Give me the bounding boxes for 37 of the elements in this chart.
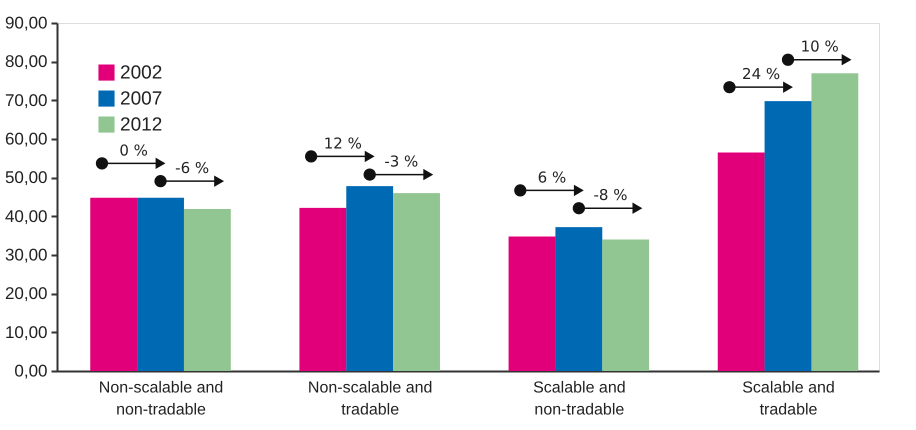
y-tick-label: 20,00 — [4, 284, 48, 304]
bar — [718, 152, 765, 371]
annotation: -8 % — [593, 186, 628, 204]
bar — [299, 208, 346, 371]
y-tick-label: 80,00 — [4, 52, 48, 72]
annotation: 24 % — [742, 65, 780, 84]
y-tick-label: 90,00 — [4, 14, 48, 32]
bar — [393, 193, 440, 371]
annotation: -3 % — [384, 152, 418, 171]
y-tick-label: 60,00 — [4, 130, 48, 148]
y-tick-label: 40,00 — [4, 206, 48, 226]
y-tick-label: 50,00 — [4, 168, 48, 188]
bar — [137, 198, 184, 371]
y-tick-label: 10,00 — [4, 322, 48, 342]
y-tick-label: 30,00 — [4, 246, 48, 264]
bar — [508, 236, 556, 371]
bar — [811, 73, 858, 371]
bar — [346, 186, 394, 371]
bar — [555, 227, 602, 371]
legend-label: 2012 — [120, 114, 162, 136]
y-tick-label: 0,00 — [14, 362, 48, 380]
legend-label: 2007 — [120, 88, 162, 110]
y-tick-label: 70,00 — [4, 90, 48, 110]
x-tick-label: Scalable and non-tradable — [533, 380, 626, 418]
annotation: 6 % — [538, 168, 566, 186]
annotation: 12 % — [324, 134, 362, 152]
bar — [764, 101, 812, 371]
bar — [602, 240, 650, 371]
annotation: 0 % — [119, 141, 148, 160]
annotation: 10 % — [800, 38, 839, 56]
x-tick-label: Scalable and tradable — [742, 380, 835, 418]
bar — [90, 198, 138, 371]
x-tick-label: Non-scalable and tradable — [308, 380, 432, 418]
x-tick-label: Non-scalable and non-tradable — [98, 380, 224, 418]
bar — [184, 208, 231, 371]
annotation: -6 % — [175, 159, 210, 178]
legend-label: 2002 — [120, 62, 162, 84]
